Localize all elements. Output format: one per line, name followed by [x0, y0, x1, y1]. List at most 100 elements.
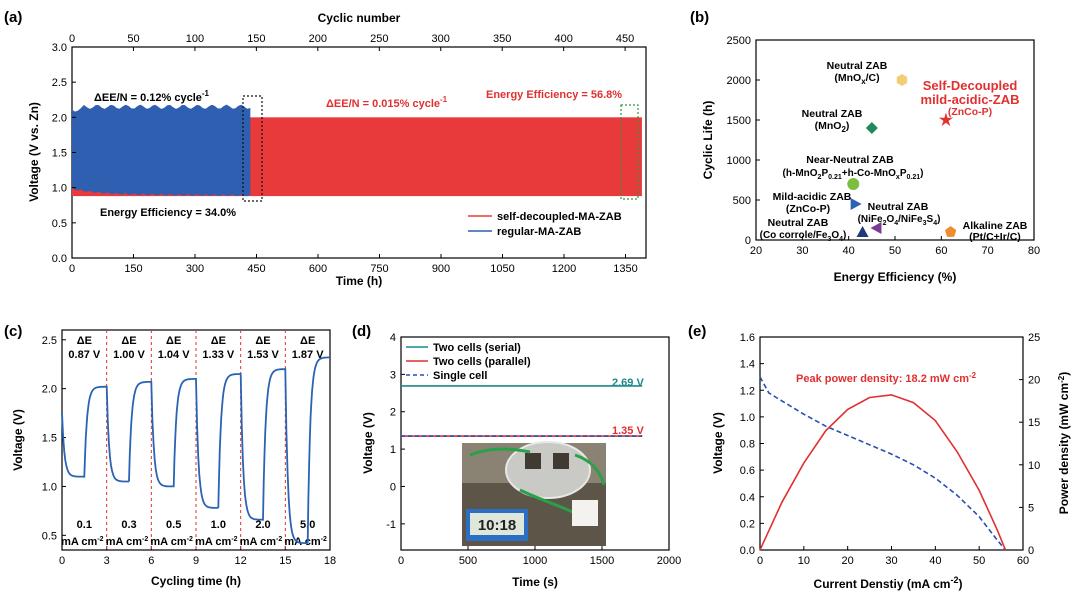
label-neutral-mnoxc-sub: (MnOx/C)	[834, 72, 879, 86]
panel-c-x-tick-label: 18	[324, 555, 336, 567]
panel-a-x-axis-label: Time (h)	[336, 274, 382, 288]
panel-e-ticks: 0 10 20 30 40 50 600.00.20.40.60.81.01.21.41.6…	[740, 332, 1041, 567]
point-triangle-left	[870, 222, 882, 234]
panel-e-y-tick-label: 0.2	[740, 518, 755, 530]
panel-e-y-tick-label: 0.8	[740, 439, 755, 451]
current-value: 0.5	[166, 519, 181, 531]
panel-a-x-tick-label: 750	[370, 263, 388, 275]
legend-parallel-label: Two cells (parallel)	[433, 356, 531, 368]
panel-b-x-tick-label: 20	[750, 245, 762, 257]
current-unit: mA cm-2	[284, 536, 327, 548]
panel-a: (a) 0 150 300 450 600 750 900 1050 1200 1350 0 50 10…	[4, 9, 647, 288]
current-unit: mA cm-2	[240, 536, 283, 548]
panel-d-x-tick-label: 500	[459, 555, 477, 567]
delta-e-label: ΔE	[121, 335, 136, 347]
panel-c-x-tick-label: 12	[235, 555, 247, 567]
panel-a-x-tick-label: 1050	[490, 263, 514, 275]
panel-d-tag: (d)	[352, 323, 371, 340]
current-unit: mA cm-2	[106, 536, 149, 548]
panel-a-ticks: 0 150 300 450 600 750 900 1050 1200 1350 0 50 100 150…	[52, 33, 638, 275]
panel-e-y-tick-label: 1.4	[740, 359, 755, 371]
panel-e-y-tick-label: 0.4	[740, 492, 755, 504]
delta-e-label: ΔE	[255, 335, 270, 347]
voltage-profile-line	[61, 356, 330, 544]
panel-d-y-tick-label: 0	[390, 481, 396, 493]
delta-e-value: 0.87 V	[68, 349, 100, 361]
panel-e-y-tick-label: 0.6	[740, 465, 755, 477]
power-density-curve	[759, 394, 1007, 551]
current-value: 0.3	[121, 519, 136, 531]
panel-b-y-tick-label: 500	[733, 195, 751, 207]
panel-b-x-axis-label: Energy Efficiency (%)	[834, 270, 957, 284]
label-neutral-mno2: Neutral ZAB	[802, 108, 863, 120]
panel-e-x-tick-label: 20	[842, 555, 854, 567]
legend-single-label: Single cell	[433, 370, 487, 382]
panel-b-tag: (b)	[690, 9, 709, 26]
panel-a-x-tick-label: 900	[432, 263, 450, 275]
label-neutral-mnoxc: Neutral ZAB	[827, 60, 888, 72]
point-hexagon	[896, 74, 908, 86]
delta-e-value: 1.53 V	[247, 349, 279, 361]
panel-e-y2-tick-label: 5	[1028, 502, 1034, 514]
panel-e-x-tick-label: 0	[757, 555, 763, 567]
photo-cell-window-left	[525, 453, 541, 469]
panel-c-x-tick-label: 6	[148, 555, 154, 567]
ee-self-label: Energy Efficiency = 56.8%	[486, 89, 622, 101]
panel-e-y2-axis-label: Power density (mW cm-2)	[1057, 372, 1071, 515]
panel-c-y-tick-label: 1.5	[42, 433, 57, 445]
legend-regular-label: regular-MA-ZAB	[497, 226, 581, 238]
delta-e-label: ΔE	[166, 335, 181, 347]
panel-d-y-tick-label: 2	[390, 407, 396, 419]
panel-b-x-tick-label: 40	[843, 245, 855, 257]
label-neutral-corrole: Neutral ZAB	[768, 217, 829, 229]
current-value: 0.1	[77, 519, 92, 531]
delta-e-label: ΔE	[300, 335, 315, 347]
panel-e-x-axis-label: Current Denstiy (mA cm-2)	[814, 575, 963, 591]
panel-b-ticks: 20 30 40 50 60 70 80 0 500 1000 1500 2000 2500	[727, 35, 1041, 257]
point-circle	[847, 178, 860, 190]
legend-self-label: self-decoupled-MA-ZAB	[497, 211, 622, 223]
delta-e-value: 1.33 V	[202, 349, 234, 361]
label-self-decoupled-l1: Self-Decoupled	[923, 78, 1018, 93]
panel-e-y-tick-label: 0.0	[740, 545, 755, 557]
delta-e-value: 1.87 V	[292, 349, 324, 361]
panel-d: (d) 0 500 1000 1500 2000 -1 0 1 2 3 4 10:18 Two ce…	[352, 323, 681, 589]
panel-d-x-tick-label: 2000	[657, 555, 681, 567]
panel-a-y-tick-label: 1.0	[52, 183, 67, 195]
panel-d-y-tick-label: 3	[390, 369, 396, 381]
peak-power-label: Peak power density: 18.2 mW cm-2	[796, 371, 977, 385]
label-mild-acidic-sub: (ZnCo-P)	[786, 203, 830, 215]
panel-d-x-tick-label: 1000	[523, 555, 547, 567]
panel-e-frame	[759, 336, 1024, 551]
label-mild-acidic: Mild-acidic ZAB	[773, 191, 852, 203]
panel-d-y-axis-label: Voltage (V)	[361, 412, 375, 474]
panel-d-x-axis-label: Time (s)	[512, 575, 558, 589]
panel-c-x-tick-label: 3	[104, 555, 110, 567]
panel-e-y-tick-label: 1.2	[740, 385, 755, 397]
label-self-decoupled-l2: mild-acidic-ZAB	[921, 92, 1020, 107]
panel-a-plot	[72, 104, 642, 197]
panel-a-x-tick-label: 1200	[552, 263, 576, 275]
panel-e-y2-tick-label: 0	[1028, 545, 1034, 557]
point-star	[938, 112, 954, 127]
photo-cell-window-right	[553, 453, 569, 469]
panel-e-x-tick-label: 10	[798, 555, 810, 567]
panel-a-y-tick-label: 2.5	[52, 77, 67, 89]
label-neutral-nife: Neutral ZAB	[868, 201, 929, 213]
panel-e-plot	[759, 376, 1007, 551]
panel-b-x-tick-label: 50	[889, 245, 901, 257]
panel-a-x2-tick-label: 150	[247, 33, 265, 45]
panel-a-x2-tick-label: 200	[309, 33, 327, 45]
panel-b-x-tick-label: 60	[935, 245, 947, 257]
panel-c-y-tick-label: 2.0	[42, 384, 57, 396]
panel-e-x-tick-label: 40	[929, 555, 941, 567]
panel-a-x2-tick-label: 50	[127, 33, 139, 45]
panel-d-y-tick-label: -1	[386, 519, 396, 531]
panel-e-y2-tick-label: 25	[1028, 332, 1040, 344]
panel-a-x2-tick-label: 0	[69, 33, 75, 45]
panel-b-x-tick-label: 30	[796, 245, 808, 257]
panel-e-y-tick-label: 1.6	[740, 332, 755, 344]
panel-b-y-tick-label: 2500	[727, 35, 751, 47]
panel-c-y-tick-label: 2.5	[42, 335, 57, 347]
